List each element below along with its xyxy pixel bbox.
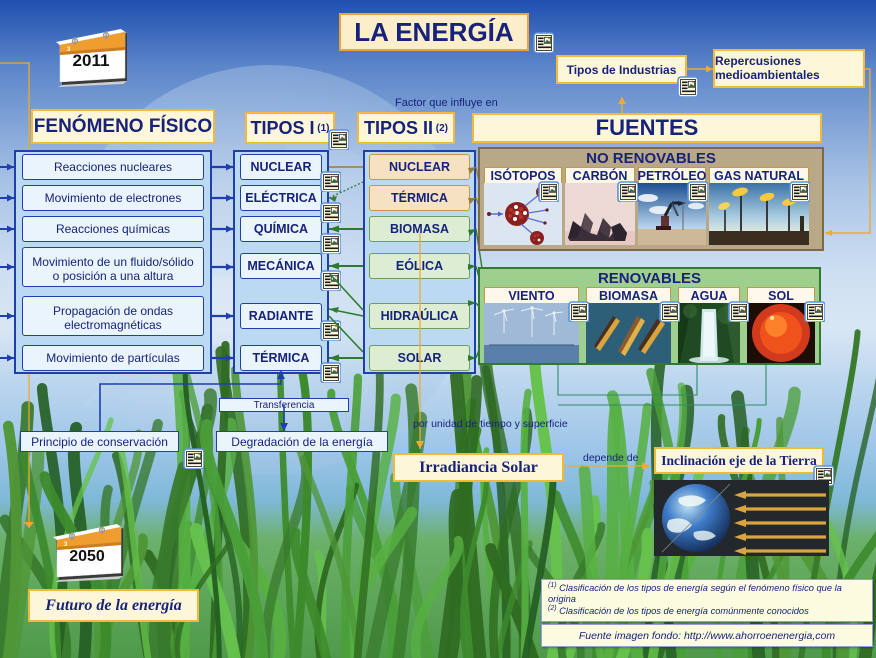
svg-text:2011: 2011 bbox=[73, 51, 110, 70]
svg-text:2050: 2050 bbox=[69, 548, 105, 565]
